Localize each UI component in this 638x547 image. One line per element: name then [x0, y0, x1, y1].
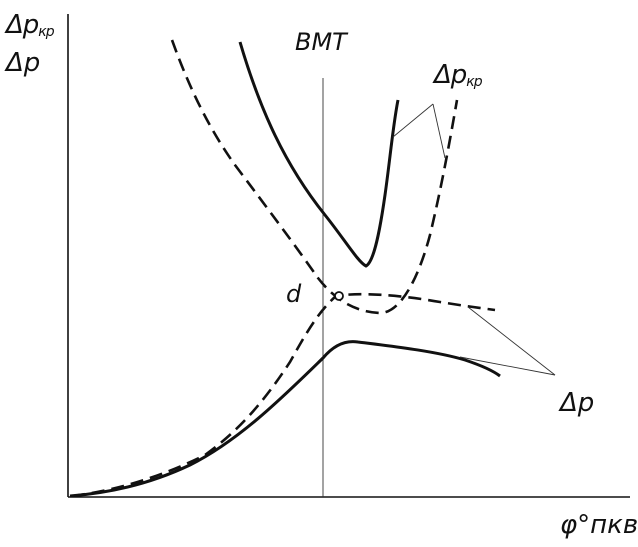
dp-leader-line-1	[459, 356, 556, 376]
dpkr-dashed-curve	[170, 39, 459, 315]
dpkr-curve-label-main: Δp	[434, 60, 467, 90]
y-axis-label-dp: Δp	[6, 48, 41, 78]
point-d-label: d	[286, 280, 302, 308]
dp-solid-curve	[69, 340, 501, 498]
dpkr-leader-line-2	[432, 103, 446, 159]
dpkr-curve-label: Δpкр	[434, 60, 483, 90]
y-axis-label-dpkr-main: Δp	[6, 10, 39, 40]
bmt-label: ВМТ	[295, 28, 347, 56]
point-d-marker	[334, 291, 344, 301]
dp-curve-label: Δp	[560, 388, 595, 418]
dpkr-solid-curve	[238, 41, 400, 268]
x-axis-label: φ°пкв	[560, 510, 638, 540]
dpkr-curve-label-sub: кр	[466, 74, 482, 90]
y-axis-label-dpkr-sub: кр	[38, 24, 54, 40]
dpkr-leader-line-1	[392, 103, 434, 138]
dp-leader-line-2	[467, 306, 556, 376]
y-axis-label-dpkr: Δpкр	[6, 10, 55, 40]
dp-dashed-curve	[71, 292, 496, 498]
